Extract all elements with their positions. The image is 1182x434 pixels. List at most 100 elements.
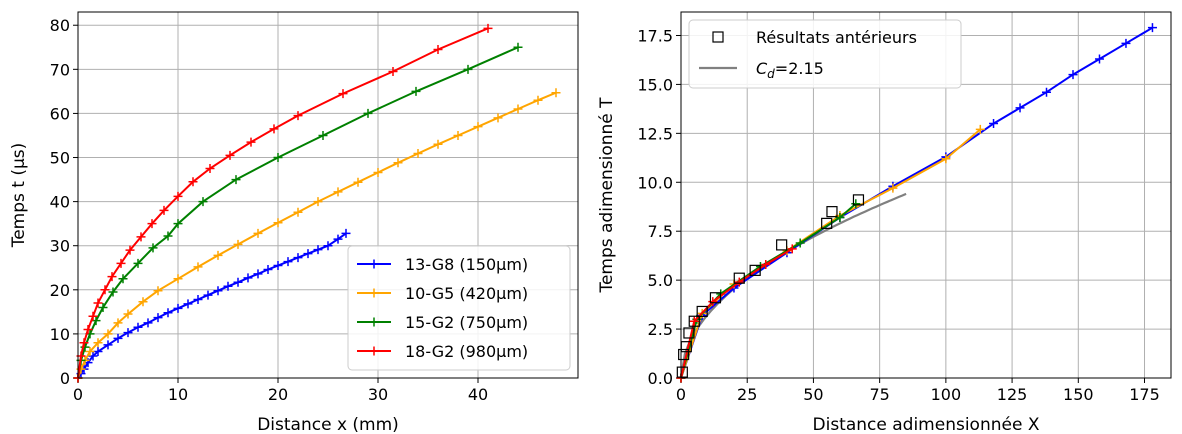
data-point <box>734 277 744 287</box>
data-point <box>1121 38 1131 48</box>
y-tick-label: 80 <box>50 16 70 35</box>
x-tick-label: 75 <box>869 385 889 404</box>
legend-item: 13-G8 (150µm) <box>357 255 528 274</box>
data-point <box>273 218 283 228</box>
data-point <box>173 191 183 201</box>
data-point <box>989 119 999 129</box>
x-tick-label: 0 <box>676 385 686 404</box>
data-point <box>1042 87 1052 97</box>
data-point <box>193 295 203 305</box>
data-point <box>323 241 333 251</box>
series-line <box>680 247 793 379</box>
y-tick-label: 40 <box>50 193 70 212</box>
legend-label: 13-G8 (150µm) <box>405 255 528 274</box>
data-point <box>293 111 303 121</box>
data-point <box>941 154 951 164</box>
data-point <box>269 124 279 134</box>
data-point <box>93 347 103 357</box>
data-point <box>85 347 95 357</box>
data-point <box>1068 70 1078 80</box>
left-chart: 0 10 20 30 40 0 10 20 30 40 50 60 70 80 Distance x (mm… <box>9 11 579 434</box>
plot-frame <box>77 11 579 379</box>
data-point <box>253 269 263 279</box>
data-point <box>203 290 213 300</box>
x-tick-label: 40 <box>468 385 488 404</box>
data-point <box>253 228 263 238</box>
data-point <box>83 324 93 334</box>
data-point <box>835 213 845 223</box>
data-point <box>143 318 153 328</box>
data-point <box>223 281 233 291</box>
data-point <box>708 297 718 307</box>
reference-points <box>676 194 865 378</box>
x-tick-label: 50 <box>803 385 823 404</box>
reference-point <box>676 366 688 378</box>
data-point <box>338 89 348 99</box>
legend-item: Résultats antérieurs <box>712 28 917 47</box>
y-tick-label: 7.5 <box>648 222 673 241</box>
data-point <box>318 130 328 140</box>
data-point <box>98 302 108 312</box>
y-tick-label: 2.5 <box>648 320 673 339</box>
legend-label: 10-G5 (420µm) <box>405 284 528 303</box>
data-point <box>246 137 256 147</box>
data-point <box>108 287 118 297</box>
data-point <box>148 243 158 253</box>
data-point <box>113 333 123 343</box>
series-line <box>77 27 489 379</box>
legend-marker <box>369 288 379 298</box>
data-point <box>213 286 223 296</box>
data-point <box>689 316 699 326</box>
data-point <box>293 207 303 217</box>
x-tick-label: 25 <box>737 385 757 404</box>
data-point <box>1094 54 1104 64</box>
data-point <box>303 249 313 259</box>
y-tick-label: 10.0 <box>637 173 673 192</box>
x-tick-label: 100 <box>931 385 962 404</box>
legend-marker <box>369 346 379 356</box>
data-point <box>116 258 126 268</box>
reference-point <box>678 348 690 361</box>
legend-label: 18-G2 (980µm) <box>405 342 528 361</box>
data-point <box>851 199 861 209</box>
x-tick-label: 0 <box>73 385 83 404</box>
series-10-G5 <box>73 88 561 383</box>
plot-frame <box>680 11 1172 379</box>
y-tick-label: 0.0 <box>648 369 673 388</box>
legend-item: 18-G2 (980µm) <box>357 342 528 361</box>
data-point <box>975 124 985 134</box>
data-point <box>198 197 208 207</box>
data-point <box>1015 103 1025 113</box>
data-point <box>388 67 398 77</box>
x-tick-label: 10 <box>168 385 188 404</box>
reference-point <box>696 305 708 318</box>
data-point <box>483 23 493 33</box>
data-point <box>103 340 113 350</box>
reference-point <box>826 206 838 218</box>
reference-point <box>709 292 722 304</box>
reference-point <box>733 272 745 284</box>
x-axis-label: Distance adimensionnée X <box>813 415 1040 434</box>
y-tick-label: 15.0 <box>637 75 673 94</box>
data-point <box>183 299 193 309</box>
x-tick-label: 20 <box>268 385 288 404</box>
data-point <box>153 313 163 323</box>
data-point <box>79 338 89 348</box>
data-point <box>888 183 898 193</box>
data-point <box>163 231 173 241</box>
data-point <box>231 175 241 185</box>
data-point <box>173 274 183 284</box>
data-point <box>173 303 183 313</box>
right-chart: 0 25 50 75 100 125 150 175 0.0 2.5 5.0 7.5 10.0 12.5 1… <box>597 11 1172 434</box>
data-point <box>333 234 343 244</box>
data-point <box>1147 23 1157 33</box>
data-point <box>133 322 143 332</box>
x-tick-label: 125 <box>997 385 1028 404</box>
legend: Résultats antérieurs Cd=2.15 <box>688 19 962 89</box>
data-point <box>133 258 143 268</box>
data-point <box>103 329 113 339</box>
data-point <box>100 285 110 295</box>
data-point <box>93 298 103 308</box>
data-point <box>353 177 363 187</box>
